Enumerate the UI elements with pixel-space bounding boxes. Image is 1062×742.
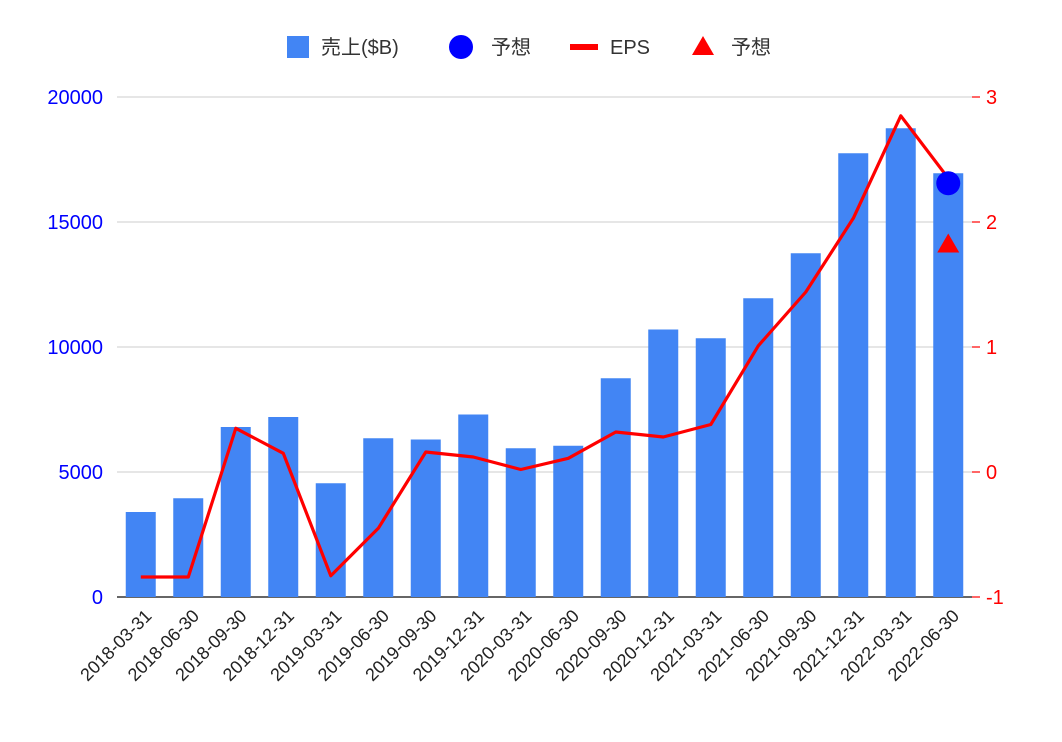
right-tick-label: 1: [986, 337, 997, 359]
forecast-markers: [936, 171, 961, 253]
left-tick-label: 10000: [47, 337, 103, 359]
left-tick-label: 15000: [47, 212, 103, 234]
revenue-bar: [838, 153, 869, 597]
legend-swatch-eps: [570, 44, 598, 50]
left-tick-label: 20000: [47, 87, 103, 109]
revenue-bar: [790, 253, 821, 597]
revenue-bar: [553, 445, 584, 597]
right-tick-label: 2: [986, 212, 997, 234]
legend: 売上($B) 予想 EPS 予想: [287, 35, 771, 59]
revenue-bar: [885, 128, 916, 597]
right-tick-label: -1: [986, 587, 1004, 609]
left-axis: 0 5000 10000 15000 20000: [47, 87, 103, 609]
eps-forecast-marker: [937, 233, 960, 253]
revenue-bar: [363, 438, 394, 597]
legend-swatch-revenue-forecast: [449, 35, 473, 59]
eps-line: [140, 114, 950, 579]
gridlines: [117, 96, 972, 598]
legend-swatch-eps-forecast: [692, 36, 714, 55]
x-axis: 2018-03-312018-06-302018-09-302018-12-31…: [76, 606, 963, 685]
right-tick-label: 0: [986, 462, 997, 484]
legend-label-revenue: 売上($B): [321, 36, 399, 59]
revenue-forecast-marker: [936, 171, 961, 196]
revenue-bar: [600, 378, 631, 597]
legend-swatch-revenue: [287, 36, 309, 58]
revenue-bar: [743, 298, 774, 597]
revenue-bar: [505, 448, 536, 597]
revenue-bar: [125, 512, 156, 597]
right-axis: -1 0 1 2 3: [972, 87, 1004, 609]
legend-label-revenue-forecast: 予想: [491, 36, 531, 59]
left-tick-label: 0: [92, 587, 103, 609]
left-tick-label: 5000: [59, 462, 104, 484]
revenue-bar: [410, 439, 441, 597]
legend-label-eps: EPS: [610, 37, 650, 59]
eps-line-series: [140, 114, 950, 579]
revenue-bar: [220, 427, 251, 597]
revenue-bar: [695, 338, 726, 597]
revenue-bars: [125, 128, 964, 597]
revenue-bar: [315, 483, 346, 597]
right-tick-label: 3: [986, 87, 997, 109]
revenue-bar: [458, 414, 489, 597]
revenue-bar: [648, 329, 679, 597]
legend-label-eps-forecast: 予想: [731, 36, 771, 59]
revenue-bar: [268, 417, 299, 597]
